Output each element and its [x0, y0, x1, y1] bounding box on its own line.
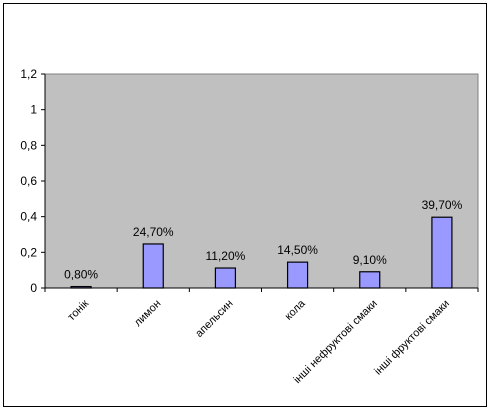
bar	[431, 216, 453, 289]
data-label: 14,50%	[277, 243, 318, 257]
plot-area	[44, 73, 479, 289]
data-label: 24,70%	[133, 225, 174, 239]
y-tick-label: 1,2	[20, 67, 37, 81]
y-tick-label: 0,4	[20, 210, 37, 224]
y-tick-label: 0	[30, 281, 37, 295]
category-label: інші нефруктові смаки	[291, 298, 379, 386]
y-tick-label: 0,2	[20, 245, 37, 259]
bar	[286, 261, 309, 289]
data-labels: 0,80% 24,70% 11,20% 14,50% 9,10% 39,70%	[64, 198, 463, 281]
data-label: 39,70%	[422, 198, 463, 212]
category-label: апельсин	[193, 298, 235, 340]
y-tick-label: 1	[30, 103, 37, 117]
y-axis-ticks: 0 0,2 0,4 0,6 0,8 1 1,2	[20, 67, 45, 295]
data-label: 11,20%	[206, 249, 246, 263]
data-label: 9,10%	[353, 253, 387, 267]
bar	[359, 271, 381, 289]
category-label: інші фруктові смаки	[372, 298, 452, 378]
data-label: 0,80%	[64, 268, 98, 282]
category-label: лимон	[132, 298, 163, 329]
y-tick-label: 0,6	[20, 174, 37, 188]
category-label: кола	[283, 297, 309, 323]
bar	[214, 267, 237, 289]
x-axis-ticks	[44, 288, 479, 292]
y-tick-label: 0,8	[20, 138, 37, 152]
bar	[70, 285, 92, 289]
bars	[70, 216, 453, 289]
category-label: тонік	[65, 298, 91, 324]
bar	[142, 243, 164, 289]
